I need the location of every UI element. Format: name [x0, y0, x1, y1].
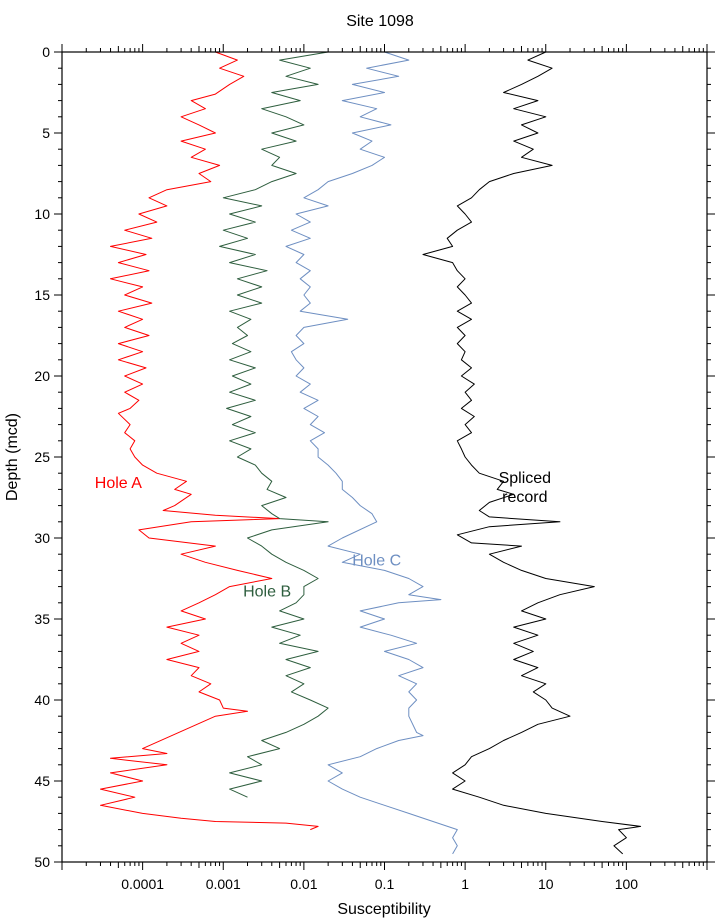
- y-tick-label: 5: [42, 125, 50, 141]
- tick-labels: 0.0001 0.001 0.01 0.1 1 10 100 0 5 10 15 20 25 30 35 40…: [34, 44, 638, 892]
- y-tick-label: 35: [34, 611, 50, 627]
- x-tick-label: 10: [538, 876, 554, 892]
- y-axis-label: Depth (mcd): [4, 413, 21, 501]
- y-tick-label: 45: [34, 773, 50, 789]
- plot-frame: [61, 51, 708, 863]
- y-tick-label: 10: [34, 206, 50, 222]
- x-tick-label: 0.0001: [121, 876, 164, 892]
- series-line-hole-a: [100, 51, 319, 831]
- series-line-hole-c: [285, 51, 458, 855]
- y-tick-label: 40: [34, 692, 50, 708]
- x-tick-label: 0.1: [375, 876, 395, 892]
- x-axis-label: Susceptibility: [337, 901, 430, 918]
- x-tick-label: 0.001: [206, 876, 241, 892]
- x-tick-label: 0.01: [290, 876, 317, 892]
- y-tick-label: 20: [34, 368, 50, 384]
- series-label-hole-c: Hole C: [352, 553, 401, 570]
- y-tick-label: 15: [34, 287, 50, 303]
- chart-title: Site 1098: [346, 13, 414, 30]
- y-tick-label: 25: [34, 449, 50, 465]
- x-tick-label: 1: [461, 876, 469, 892]
- axis-ticks: [54, 44, 715, 870]
- series-line-hole-b: [219, 51, 329, 798]
- series-labels: Hole A Hole B Hole C Spliced record: [95, 470, 551, 600]
- series-line-spliced-record: [422, 51, 642, 855]
- y-tick-label: 30: [34, 530, 50, 546]
- x-tick-label: 100: [615, 876, 639, 892]
- y-tick-label: 50: [34, 854, 50, 870]
- y-tick-label: 0: [42, 44, 50, 60]
- series-label-spliced-record: Spliced record: [499, 470, 551, 506]
- series-label-hole-a: Hole A: [95, 475, 142, 492]
- series-label-hole-b: Hole B: [243, 583, 291, 600]
- plot-series: [100, 51, 642, 855]
